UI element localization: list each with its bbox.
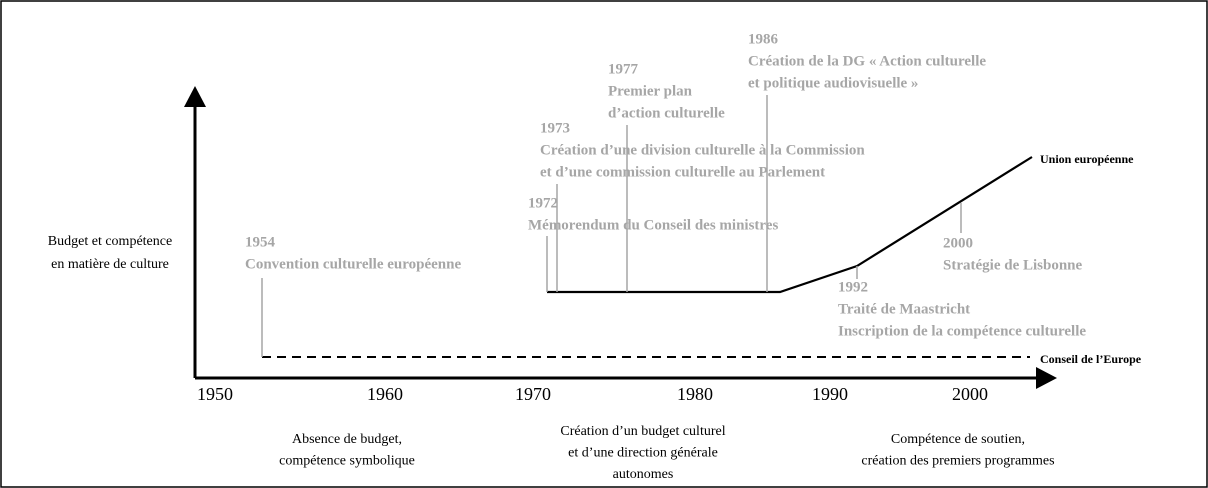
event-year: 1973 <box>540 120 570 136</box>
event-text: Création d’une division culturelle à la … <box>540 142 865 158</box>
phase-text: création des premiers programmes <box>861 454 1054 469</box>
event-text: Traité de Maastricht <box>838 301 970 317</box>
event-year: 1986 <box>748 31 779 47</box>
eu-line <box>547 156 1033 294</box>
y-axis-label: en matière de culture <box>51 257 169 272</box>
x-tick-label: 2000 <box>952 384 988 404</box>
event-year: 1972 <box>528 195 558 211</box>
event-year: 1992 <box>838 279 868 295</box>
x-tick-label: 1990 <box>812 384 848 404</box>
y-axis-arrow <box>184 86 206 107</box>
event-year: 1954 <box>245 234 276 250</box>
event-text: et politique audiovisuelle » <box>748 75 918 91</box>
event-year: 2000 <box>943 235 973 251</box>
y-axis-label: Budget et compétence <box>48 234 172 249</box>
x-tick-label: 1980 <box>677 384 713 404</box>
x-tick-label: 1960 <box>367 384 403 404</box>
event-text: Premier plan <box>608 83 693 99</box>
event-text: Inscription de la compétence culturelle <box>838 323 1086 339</box>
phase-text: autonomes <box>613 467 674 482</box>
x-tick-label: 1950 <box>197 384 233 404</box>
line-label: Union européenne <box>1040 152 1134 166</box>
event-text: Stratégie de Lisbonne <box>943 257 1083 273</box>
phase-text: et d’une direction générale <box>568 446 718 461</box>
event-year: 1977 <box>608 61 639 77</box>
phase-text: compétence symbolique <box>279 454 415 469</box>
event-text: d’action culturelle <box>608 105 725 121</box>
x-tick-label: 1970 <box>515 384 551 404</box>
event-text: Mémorendum du Conseil des ministres <box>528 217 778 233</box>
x-axis-arrow <box>1036 367 1057 389</box>
event-text: et d’une commission culturelle au Parlem… <box>540 164 825 180</box>
phase-text: Compétence de soutien, <box>891 432 1025 447</box>
event-text: Convention culturelle européenne <box>245 256 461 272</box>
line-label: Conseil de l’Europe <box>1040 352 1142 366</box>
phase-text: Création d’un budget culturel <box>560 424 725 439</box>
event-text: Création de la DG « Action culturelle <box>748 53 986 69</box>
phase-text: Absence de budget, <box>292 432 402 447</box>
